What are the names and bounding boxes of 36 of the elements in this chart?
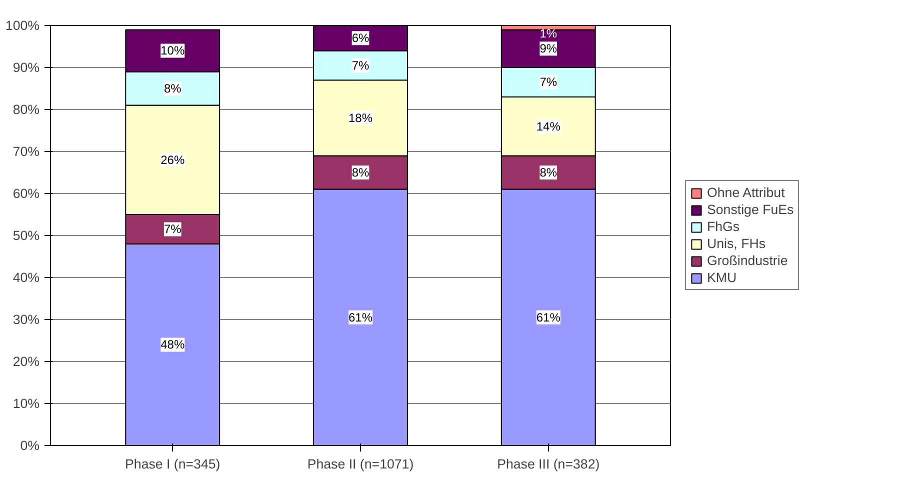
y-tick-label: 0% [20,438,40,453]
data-label: 26% [160,152,185,167]
y-tick-label: 30% [12,312,40,327]
data-label: 7% [352,58,370,72]
data-label: 18% [348,110,373,125]
y-tick-label: 40% [12,270,40,285]
legend-label: Ohne Attribut [707,185,785,200]
data-label: 61% [348,310,373,324]
data-label: 61% [536,310,561,324]
legend-label: Unis, FHs [707,236,766,251]
data-label: 8% [352,166,370,180]
x-tick-label: Phase I (n=345) [125,456,220,472]
legend-label: FhGs [707,219,740,234]
y-tick-label: 80% [12,102,40,117]
legend-label: Sonstige FuEs [707,202,794,217]
data-label: 7% [540,75,558,90]
data-label: 8% [164,82,182,96]
data-label: 7% [164,222,182,236]
y-tick-label: 70% [12,144,40,159]
x-tick-label: Phase III (n=382) [497,456,600,472]
legend-label: Großindustrie [707,253,788,268]
y-tick-label: 50% [12,228,40,243]
y-tick-label: 100% [5,18,40,33]
y-tick-label: 90% [12,60,40,75]
data-label: 10% [160,44,185,58]
data-label: 9% [540,42,558,56]
y-tick-label: 60% [12,186,40,201]
x-tick-label: Phase II (n=1071) [307,456,414,472]
data-label: 48% [160,338,185,352]
data-label: 6% [352,31,370,46]
data-label: 8% [540,166,558,180]
data-label: 14% [536,119,561,134]
y-tick-label: 20% [12,354,40,369]
y-tick-label: 10% [12,396,40,411]
legend-label: KMU [707,270,737,285]
data-label: 1% [540,26,558,40]
